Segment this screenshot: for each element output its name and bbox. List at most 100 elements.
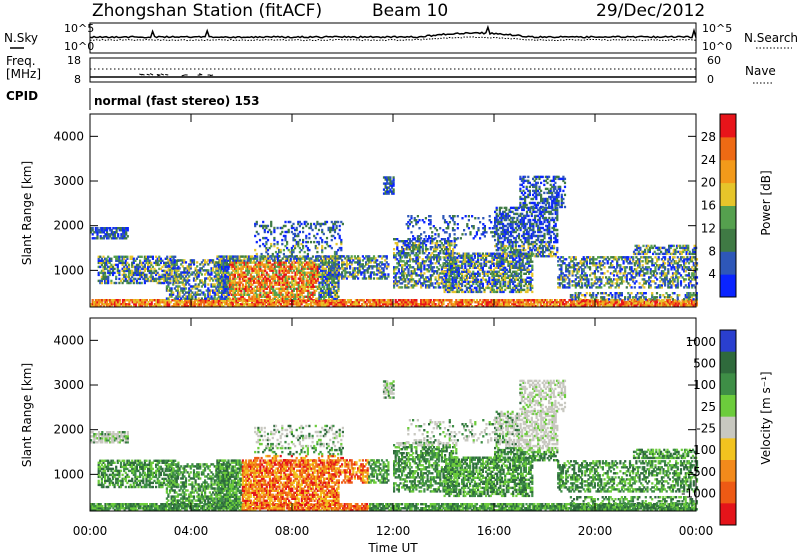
heatmap-cell xyxy=(232,257,235,260)
heatmap-cell xyxy=(167,269,170,272)
heatmap-cell xyxy=(107,305,110,308)
heatmap-cell xyxy=(292,232,295,236)
heatmap-cell xyxy=(210,271,213,274)
heatmap-cell xyxy=(273,261,276,264)
heatmap-cell xyxy=(402,276,405,279)
heatmap-cell xyxy=(251,277,254,280)
heatmap-cell xyxy=(421,282,424,285)
heatmap-cell xyxy=(531,305,534,308)
heatmap-cell xyxy=(233,267,236,270)
heatmap-cell xyxy=(327,303,330,306)
heatmap-cell xyxy=(292,277,295,280)
heatmap-cell xyxy=(345,261,348,264)
heatmap-cell xyxy=(275,295,278,298)
heatmap-cell xyxy=(357,259,360,262)
heatmap-cell xyxy=(356,303,359,306)
heatmap-cell xyxy=(121,233,125,236)
heatmap-cell xyxy=(254,285,257,288)
heatmap-cell xyxy=(290,246,293,250)
heatmap-cell xyxy=(379,255,382,258)
heatmap-cell xyxy=(145,259,148,262)
heatmap-cell xyxy=(297,295,300,298)
heatmap-cell xyxy=(327,271,331,274)
heatmap-cell xyxy=(329,255,333,258)
heatmap-cell xyxy=(672,305,675,308)
heatmap-cell xyxy=(272,293,275,296)
heatmap-cell xyxy=(135,269,138,273)
heatmap-cell xyxy=(436,280,439,283)
heatmap-cell xyxy=(233,263,236,266)
heatmap-cell xyxy=(163,299,166,302)
heatmap-cell xyxy=(297,234,300,238)
heatmap-cell xyxy=(216,289,219,292)
heatmap-cell xyxy=(145,303,148,306)
heatmap-cell xyxy=(420,282,423,285)
heatmap-cell xyxy=(431,266,434,269)
heatmap-cell xyxy=(116,271,119,275)
heatmap-cell xyxy=(337,248,340,252)
heatmap-cell xyxy=(143,255,146,258)
heatmap-cell xyxy=(237,275,240,278)
heatmap-cell xyxy=(657,305,660,308)
heatmap-cell xyxy=(587,303,590,306)
heatmap-cell xyxy=(232,279,235,282)
heatmap-cell xyxy=(364,301,367,304)
heatmap-cell xyxy=(172,259,175,262)
heatmap-cell xyxy=(334,293,337,296)
heatmap-cell xyxy=(270,255,273,258)
heatmap-cell xyxy=(136,299,139,302)
heatmap-cell xyxy=(515,301,518,304)
heatmap-cell xyxy=(385,267,388,270)
heatmap-cell xyxy=(251,297,254,300)
heatmap-cell xyxy=(104,301,107,304)
heatmap-cell xyxy=(458,299,461,302)
heatmap-cell xyxy=(358,261,361,264)
heatmap-cell xyxy=(445,274,448,277)
heatmap-cell xyxy=(389,301,392,304)
heatmap-cell xyxy=(142,301,145,304)
heatmap-cell xyxy=(297,257,300,260)
heatmap-cell xyxy=(638,305,641,308)
heatmap-cell xyxy=(316,269,319,272)
heatmap-cell xyxy=(245,289,248,292)
heatmap-cell xyxy=(380,257,384,260)
heatmap-cell xyxy=(337,261,340,264)
heatmap-cell xyxy=(399,252,402,255)
heatmap-cell xyxy=(109,235,112,238)
heatmap-cell xyxy=(401,305,404,308)
heatmap-cell xyxy=(232,277,235,280)
heatmap-cell xyxy=(323,257,326,260)
heatmap-cell xyxy=(184,299,187,302)
heatmap-cell xyxy=(539,301,542,304)
heatmap-cell xyxy=(178,285,181,288)
heatmap-cell xyxy=(305,299,308,302)
heatmap-cell xyxy=(392,190,395,193)
heatmap-cell xyxy=(272,279,275,282)
heatmap-cell xyxy=(140,275,143,279)
heatmap-cell xyxy=(454,290,457,294)
heatmap-cell xyxy=(216,257,219,260)
heatmap-cell xyxy=(245,293,248,296)
heatmap-cell xyxy=(99,235,102,238)
heatmap-cell xyxy=(368,257,371,260)
heatmap-cell xyxy=(246,273,249,276)
heatmap-cell xyxy=(416,282,420,285)
heatmap-cell xyxy=(143,273,146,277)
heatmap-cell xyxy=(316,279,319,282)
heatmap-cell xyxy=(172,279,175,283)
heatmap-cell xyxy=(216,269,219,272)
heatmap-cell xyxy=(341,271,344,274)
heatmap-cell xyxy=(324,277,327,280)
heatmap-cell xyxy=(235,299,238,302)
heatmap-cell xyxy=(172,299,176,302)
heatmap-cell xyxy=(208,297,211,300)
heatmap-cell xyxy=(118,273,121,277)
heatmap-cell xyxy=(91,229,94,232)
heatmap-cell xyxy=(313,301,316,304)
heatmap-cell xyxy=(126,257,129,260)
heatmap-cell xyxy=(311,295,315,298)
heatmap-cell xyxy=(310,257,313,260)
heatmap-cell xyxy=(453,280,456,283)
heatmap-cell xyxy=(265,248,268,252)
heatmap-cell xyxy=(306,305,310,308)
